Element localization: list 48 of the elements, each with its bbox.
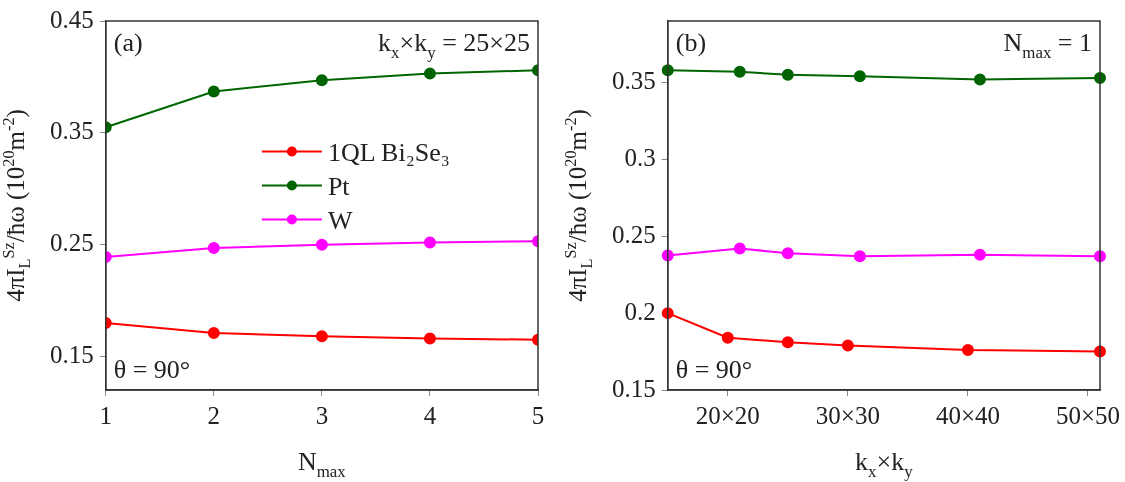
- point: [781, 336, 794, 349]
- point: [721, 331, 734, 344]
- x-tick-label: 4: [423, 401, 437, 429]
- x-tick-label: 5: [531, 401, 545, 429]
- x-tick-label: 3: [315, 401, 329, 429]
- point: [423, 67, 436, 80]
- x-tick-label: 30×30: [815, 401, 880, 429]
- point: [423, 236, 436, 249]
- point: [781, 247, 794, 260]
- x-tick-label: 2: [207, 401, 221, 429]
- annotation: θ = 90°: [675, 355, 753, 384]
- legend-label: 1QL Bi₂Se₃: [327, 137, 450, 167]
- annotation: θ = 90°: [113, 355, 191, 384]
- x-tick-label: 20×20: [695, 401, 760, 429]
- point: [315, 238, 328, 251]
- point: [781, 68, 794, 81]
- y-tick-label: 0.25: [50, 229, 94, 257]
- y-tick-label: 0.35: [612, 67, 656, 95]
- x-tick-label: 40×40: [935, 401, 1000, 429]
- point: [853, 250, 866, 263]
- x-tick-label: 1: [99, 401, 112, 429]
- x-tick-label: 50×50: [1055, 401, 1121, 429]
- y-axis-title: 4πILSz/ħω (1020m-2): [561, 109, 597, 302]
- point: [733, 65, 746, 78]
- point: [733, 242, 746, 255]
- annotation: (a): [113, 28, 143, 57]
- point: [315, 330, 328, 343]
- point: [207, 85, 220, 98]
- y-axis-title: 4πILSz/ħω (1020m-2): [0, 109, 35, 302]
- point: [973, 248, 986, 261]
- point: [973, 73, 986, 86]
- y-tick-label: 0.15: [612, 374, 656, 402]
- point: [841, 339, 854, 352]
- point: [207, 241, 220, 254]
- y-tick-label: 0.2: [624, 297, 656, 325]
- legend-label: W: [327, 205, 353, 235]
- point: [961, 344, 974, 357]
- point: [315, 74, 328, 87]
- legend-label: Pt: [327, 171, 351, 201]
- annotation: (b): [675, 28, 707, 57]
- y-tick-label: 0.15: [50, 341, 94, 369]
- point: [207, 326, 220, 339]
- point: [423, 332, 436, 345]
- point: [853, 70, 866, 83]
- y-tick-label: 0.25: [612, 220, 656, 248]
- y-tick-label: 0.35: [50, 117, 94, 145]
- y-tick-label: 0.3: [624, 143, 656, 171]
- y-tick-label: 0.45: [50, 5, 94, 33]
